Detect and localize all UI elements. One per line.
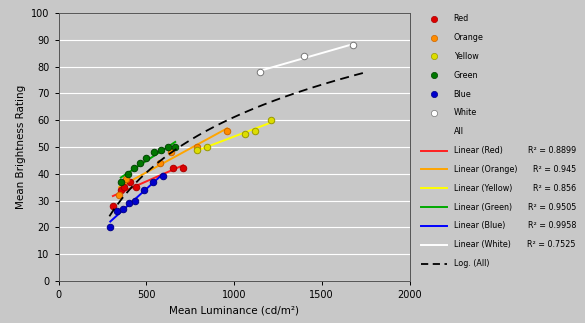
Text: Red: Red xyxy=(454,14,469,23)
Point xyxy=(150,150,159,155)
Point xyxy=(192,144,202,150)
Text: Linear (Orange): Linear (Orange) xyxy=(454,165,517,174)
Point xyxy=(222,128,232,133)
Point xyxy=(115,193,124,198)
Text: R² = 0.9958: R² = 0.9958 xyxy=(528,221,576,230)
Point xyxy=(130,198,140,203)
Text: Blue: Blue xyxy=(454,89,472,99)
Point xyxy=(157,147,166,152)
Text: Log. (All): Log. (All) xyxy=(454,259,489,268)
Point xyxy=(129,166,139,171)
Text: Linear (Green): Linear (Green) xyxy=(454,203,512,212)
Text: R² = 0.8899: R² = 0.8899 xyxy=(528,146,576,155)
Point xyxy=(300,53,309,58)
Point xyxy=(142,155,151,160)
Text: R² = 0.9505: R² = 0.9505 xyxy=(528,203,576,212)
Point xyxy=(158,174,168,179)
Point xyxy=(166,150,176,155)
Text: Linear (Blue): Linear (Blue) xyxy=(454,221,505,230)
Point xyxy=(178,166,188,171)
Point xyxy=(123,171,132,176)
Text: Yellow: Yellow xyxy=(454,52,479,61)
Text: R² = 0.945: R² = 0.945 xyxy=(533,165,576,174)
Point xyxy=(131,185,140,190)
Point xyxy=(119,185,129,190)
Point xyxy=(169,166,178,171)
Point xyxy=(136,161,145,166)
Point xyxy=(112,209,122,214)
Point xyxy=(266,118,276,123)
Text: Linear (Yellow): Linear (Yellow) xyxy=(454,184,512,193)
Point xyxy=(202,144,212,150)
Text: White: White xyxy=(454,109,477,118)
Point xyxy=(192,147,202,152)
Text: Linear (White): Linear (White) xyxy=(454,240,511,249)
Point xyxy=(250,128,260,133)
Point xyxy=(126,179,135,184)
Point xyxy=(139,187,149,193)
Point xyxy=(122,177,131,182)
Text: Orange: Orange xyxy=(454,33,484,42)
X-axis label: Mean Luminance (cd/m²): Mean Luminance (cd/m²) xyxy=(169,306,299,316)
Point xyxy=(118,206,128,211)
Point xyxy=(116,187,126,193)
Point xyxy=(171,144,180,150)
Text: Linear (Red): Linear (Red) xyxy=(454,146,503,155)
Point xyxy=(108,203,118,209)
Point xyxy=(256,69,265,75)
Point xyxy=(116,179,126,184)
Text: Green: Green xyxy=(454,71,478,80)
Point xyxy=(349,43,358,48)
Point xyxy=(163,144,173,150)
Point xyxy=(240,131,249,136)
Text: All: All xyxy=(454,127,464,136)
Point xyxy=(156,161,165,166)
Text: R² = 0.856: R² = 0.856 xyxy=(533,184,576,193)
Point xyxy=(105,225,115,230)
Text: R² = 0.7525: R² = 0.7525 xyxy=(528,240,576,249)
Y-axis label: Mean Brightness Rating: Mean Brightness Rating xyxy=(16,85,26,209)
Point xyxy=(124,201,133,206)
Point xyxy=(149,179,158,184)
